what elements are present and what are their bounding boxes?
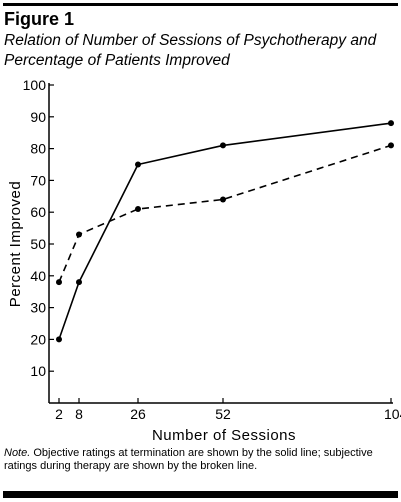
x-tick-label: 8 bbox=[75, 406, 83, 422]
solid-series-point bbox=[220, 142, 226, 149]
top-rule bbox=[3, 3, 398, 6]
note-prefix: Note. bbox=[4, 447, 31, 459]
y-tick-label: 100 bbox=[23, 77, 47, 93]
dashed-series-point bbox=[220, 196, 226, 203]
dashed-series-point bbox=[76, 231, 82, 238]
note-text: Objective ratings at termination are sho… bbox=[4, 447, 373, 472]
x-tick-label: 52 bbox=[215, 406, 231, 422]
dashed-series-point bbox=[388, 142, 394, 149]
y-tick-label: 20 bbox=[30, 331, 46, 347]
y-axis-title: Percent Improved bbox=[7, 181, 24, 307]
solid-series-point bbox=[76, 279, 82, 286]
dashed-series-point bbox=[56, 279, 62, 286]
x-tick-label: 104 bbox=[384, 406, 401, 422]
figure-note: Note. Objective ratings at termination a… bbox=[4, 447, 398, 473]
dashed-series-line bbox=[58, 144, 392, 283]
solid-series-line bbox=[58, 122, 392, 340]
x-tick-label: 2 bbox=[55, 406, 63, 422]
dashed-series-point bbox=[135, 206, 141, 213]
solid-series-point bbox=[56, 336, 62, 343]
y-tick-label: 90 bbox=[30, 109, 46, 125]
y-tick-label: 70 bbox=[30, 172, 46, 188]
solid-series-point bbox=[388, 120, 394, 127]
figure-title: Relation of Number of Sessions of Psycho… bbox=[4, 32, 377, 69]
y-tick-label: 30 bbox=[30, 300, 46, 316]
solid-series-point bbox=[135, 161, 141, 168]
y-tick-label: 40 bbox=[30, 268, 46, 284]
y-tick-label: 80 bbox=[30, 141, 46, 157]
figure-label: Figure 1 bbox=[4, 9, 75, 29]
x-tick-label: 26 bbox=[130, 406, 146, 422]
y-tick-label: 50 bbox=[30, 236, 46, 252]
y-tick-label: 60 bbox=[30, 204, 46, 220]
y-tick-label: 10 bbox=[30, 363, 46, 379]
x-axis-title: Number of Sessions bbox=[152, 427, 296, 444]
bottom-rule bbox=[3, 491, 398, 498]
